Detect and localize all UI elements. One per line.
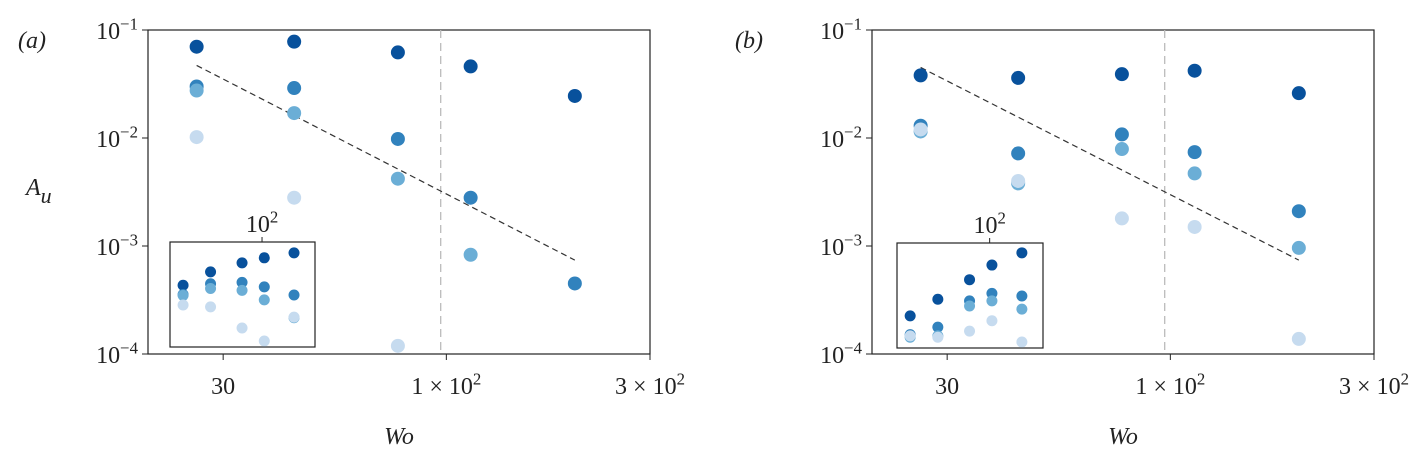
data-point [189,83,204,98]
data-point [463,247,478,262]
inset-point [258,281,270,293]
data-point [567,276,582,291]
x-tick-label: 30 [211,374,235,400]
data-point [1187,145,1202,160]
inset-point [1016,303,1028,315]
y-tick-label: 10−4 [820,338,862,369]
x-tick-label: 3 × 102 [1339,369,1409,400]
inset-point [236,257,248,269]
inset-point [177,279,189,291]
inset-x-tick-label: 102 [246,207,278,238]
data-point [913,68,928,83]
data-point [287,190,302,205]
inset-point [258,294,270,306]
inset-point [236,322,248,334]
data-point [189,39,204,54]
inset-point [932,293,944,305]
data-point [1011,173,1026,188]
x-tick-label: 1 × 102 [1135,369,1205,400]
panel-label: (a) [18,28,46,54]
data-point [1291,204,1306,219]
inset-point [236,284,248,296]
x-tick-label: 1 × 102 [411,369,481,400]
inset-point [177,289,189,301]
y-axis-label: Au [24,175,52,208]
data-point [567,88,582,103]
x-axis-label: Wo [1108,424,1138,450]
inset-point [986,287,998,299]
data-point [1187,219,1202,234]
inset-point [205,283,217,295]
data-point [1291,240,1306,255]
inset-point [288,247,300,259]
inset-point [1016,290,1028,302]
fit-line [196,64,576,261]
inset-point [258,335,270,347]
data-point [1187,166,1202,181]
x-tick-label: 3 × 102 [615,369,685,400]
data-point [1187,63,1202,78]
data-point [1011,70,1026,85]
inset-point [986,315,998,327]
inset-point [258,252,270,264]
inset-point [932,321,944,333]
inset-point [964,325,976,337]
inset-point [964,274,976,286]
inset-point [932,331,944,343]
data-point [1011,146,1026,161]
data-point [287,106,302,121]
panel-label: (b) [735,28,763,54]
inset-point [288,289,300,301]
data-point [1114,67,1129,82]
data-point [1114,211,1129,226]
inset-point [288,311,300,323]
data-point [287,34,302,49]
data-point [390,171,405,186]
inset-point [964,300,976,312]
data-point [1114,127,1129,142]
inset-point [904,330,916,342]
x-tick-label: 30 [935,374,959,400]
x-axis-label: Wo [384,424,414,450]
inset-x-tick-label: 102 [973,208,1005,239]
data-point [463,59,478,74]
y-tick-label: 10−4 [96,338,138,369]
inset-point [205,301,217,313]
inset-point [1016,336,1028,348]
data-point [390,45,405,60]
inset-point [1016,247,1028,259]
data-point [1291,86,1306,101]
y-tick-label: 10−3 [820,230,862,261]
data-point [390,338,405,353]
y-tick-label: 10−1 [96,14,138,45]
y-tick-label: 10−2 [820,122,862,153]
data-point [463,190,478,205]
data-point [189,130,204,145]
data-point [1291,331,1306,346]
y-tick-label: 10−1 [820,14,862,45]
inset-point [986,295,998,307]
y-tick-label: 10−2 [96,122,138,153]
data-point [287,81,302,96]
data-point [390,131,405,146]
inset-point [205,266,217,278]
inset-point [177,299,189,311]
fit-line [920,66,1300,261]
data-point [1114,142,1129,157]
inset-point [236,276,248,288]
inset-point [904,310,916,322]
y-tick-label: 10−3 [96,230,138,261]
data-point [913,122,928,137]
inset-point [986,259,998,271]
